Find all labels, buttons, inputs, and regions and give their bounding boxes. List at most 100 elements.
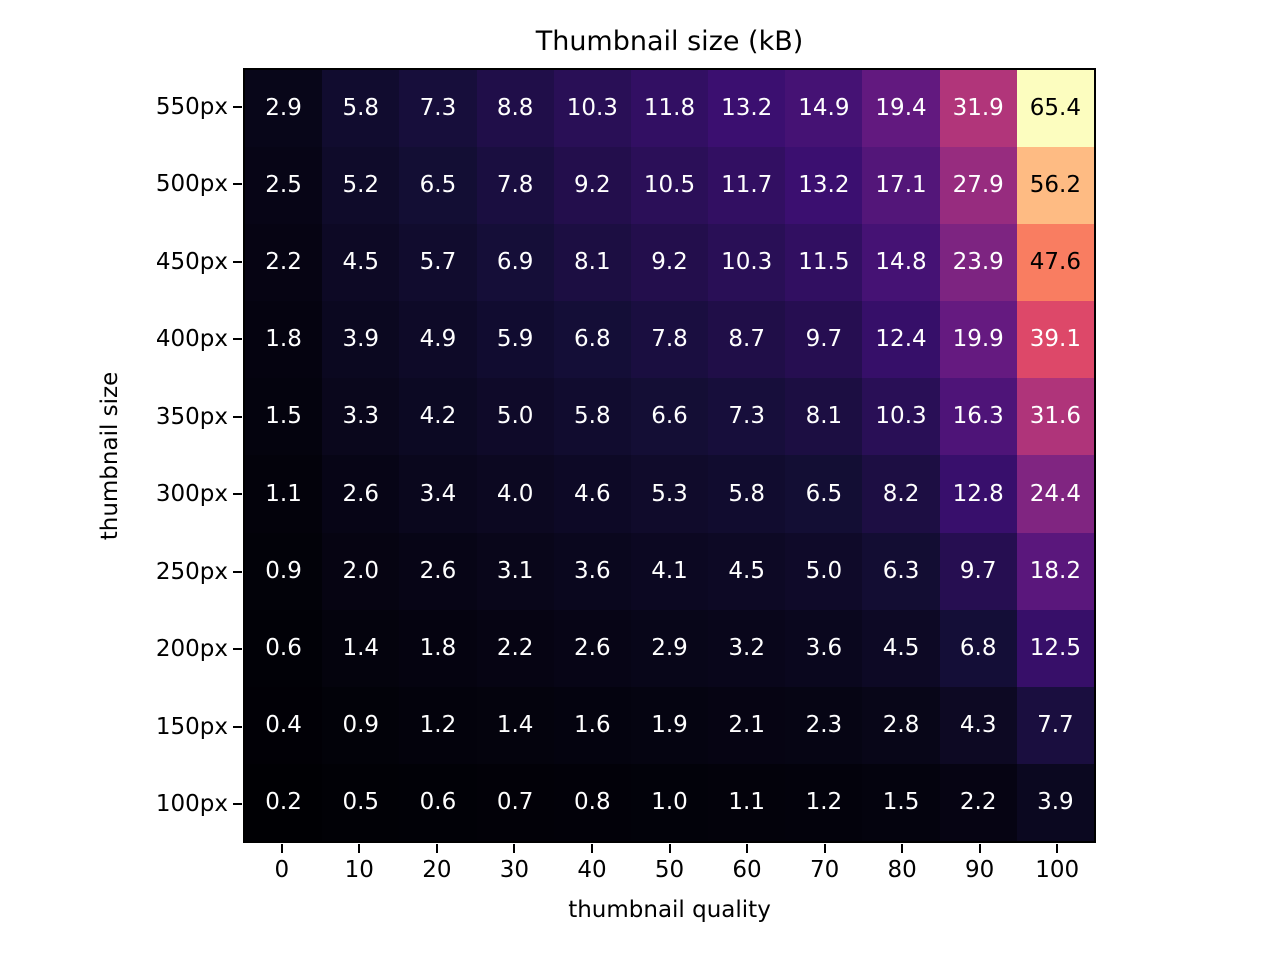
heatmap-cell: 10.5 [630,147,709,225]
x-tick-label: 0 [274,857,290,883]
heatmap-cell: 4.1 [630,532,709,610]
heatmap-cell: 39.1 [1016,301,1094,379]
x-tick-mark [1056,844,1059,853]
heatmap-cell: 3.3 [322,378,400,456]
heatmap-cell: 6.3 [862,532,940,610]
y-tick-label: 500px [155,171,228,198]
heatmap-cell: 47.6 [1016,224,1094,302]
heatmap-cell: 6.8 [553,301,631,379]
x-tick-mark [901,844,904,853]
heatmap-cell: 3.4 [399,455,477,533]
heatmap-cell: 10.3 [862,378,940,456]
y-tick-label: 100px [155,791,228,818]
heatmap-cell: 2.2 [476,609,554,687]
heatmap-cell: 2.3 [785,686,863,764]
x-tick-label: 10 [344,857,374,883]
heatmap-cell: 5.3 [630,455,709,533]
x-tick-label: 80 [887,857,917,883]
y-tick-mark [233,338,242,341]
heatmap-cell: 65.4 [1016,70,1094,148]
heatmap-cell: 19.4 [862,70,940,148]
heatmap-cell: 4.3 [939,686,1017,764]
x-tick-mark [435,844,438,853]
heatmap-cell: 9.7 [785,301,863,379]
heatmap-cell: 5.9 [476,301,554,379]
heatmap-cell: 17.1 [862,147,940,225]
heatmap-cell: 3.1 [476,532,554,610]
heatmap-cell: 2.5 [245,147,323,225]
y-tick-label: 300px [155,481,228,508]
heatmap-cell: 2.8 [862,686,940,764]
heatmap-cell: 2.6 [322,455,400,533]
heatmap-cell: 0.6 [245,609,323,687]
heatmap-cell: 0.5 [322,763,400,841]
heatmap-cell: 4.5 [322,224,400,302]
heatmap-cell: 8.8 [476,70,554,148]
x-tick-label: 70 [809,857,840,883]
heatmap-cell: 2.9 [630,609,709,687]
heatmap-cell: 0.9 [245,532,323,610]
y-tick-label: 250px [155,558,228,585]
y-tick-mark [233,570,242,573]
x-tick-label: 20 [422,857,452,883]
heatmap-cell: 24.4 [1016,455,1094,533]
x-tick-mark [590,844,593,853]
heatmap-cell: 0.9 [322,686,400,764]
heatmap-cell: 0.4 [245,686,323,764]
y-tick-label: 550px [155,93,228,120]
y-tick-mark [233,415,242,418]
heatmap-cell: 4.2 [399,378,477,456]
heatmap-cell: 3.6 [553,532,631,610]
heatmap-cell: 1.5 [862,763,940,841]
y-tick-label: 200px [155,636,228,663]
heatmap-cell: 31.6 [1016,378,1094,456]
y-tick-mark [233,183,242,186]
heatmap-cell: 2.0 [322,532,400,610]
x-tick-label: 40 [577,857,607,883]
heatmap-cell: 4.5 [708,532,786,610]
heatmap-cell: 6.9 [476,224,554,302]
y-tick-label: 150px [155,713,228,740]
heatmap-cell: 19.9 [939,301,1017,379]
heatmap-cell: 8.7 [708,301,786,379]
heatmap-cell: 10.3 [708,224,786,302]
heatmap-cell: 1.8 [245,301,323,379]
heatmap-cell: 1.5 [245,378,323,456]
x-tick-label: 50 [654,857,685,883]
heatmap-cell: 5.0 [785,532,863,610]
heatmap-cell: 14.9 [785,70,863,148]
heatmap-cell: 2.6 [399,532,477,610]
heatmap-cell: 18.2 [1016,532,1094,610]
heatmap-cell: 1.8 [399,609,477,687]
heatmap-cell: 4.9 [399,301,477,379]
heatmap-cell: 11.7 [708,147,786,225]
chart-title: Thumbnail size (kB) [535,26,804,57]
heatmap-cell: 5.8 [708,455,786,533]
heatmap-cell: 0.6 [399,763,477,841]
heatmap-cell: 8.2 [862,455,940,533]
x-tick-mark [823,844,826,853]
heatmap-cell: 0.2 [245,763,323,841]
x-tick-mark [746,844,749,853]
heatmap-cell: 3.2 [708,609,786,687]
y-tick-label: 400px [155,326,228,353]
heatmap-cell: 9.2 [553,147,631,225]
heatmap-cell: 1.2 [399,686,477,764]
x-tick-mark [358,844,361,853]
heatmap-cell: 12.8 [939,455,1017,533]
heatmap-cell: 1.4 [322,609,400,687]
x-tick-label: 100 [1035,857,1080,883]
heatmap-cell: 3.9 [322,301,400,379]
x-tick-label: 90 [965,857,995,883]
heatmap-cell: 5.0 [476,378,554,456]
y-tick-label: 450px [155,248,228,275]
heatmap-cell: 7.3 [708,378,786,456]
heatmap-cell: 12.5 [1016,609,1094,687]
heatmap-cell: 31.9 [939,70,1017,148]
heatmap-cell: 2.2 [939,763,1017,841]
heatmap-cell: 5.8 [322,70,400,148]
heatmap-cell: 10.3 [553,70,631,148]
heatmap-grid: 2.9 5.8 7.3 8.8 10.3 11.8 13.2 14.9 19.4 31.9 65.4… [243,68,1096,843]
heatmap-cell: 11.8 [630,70,709,148]
